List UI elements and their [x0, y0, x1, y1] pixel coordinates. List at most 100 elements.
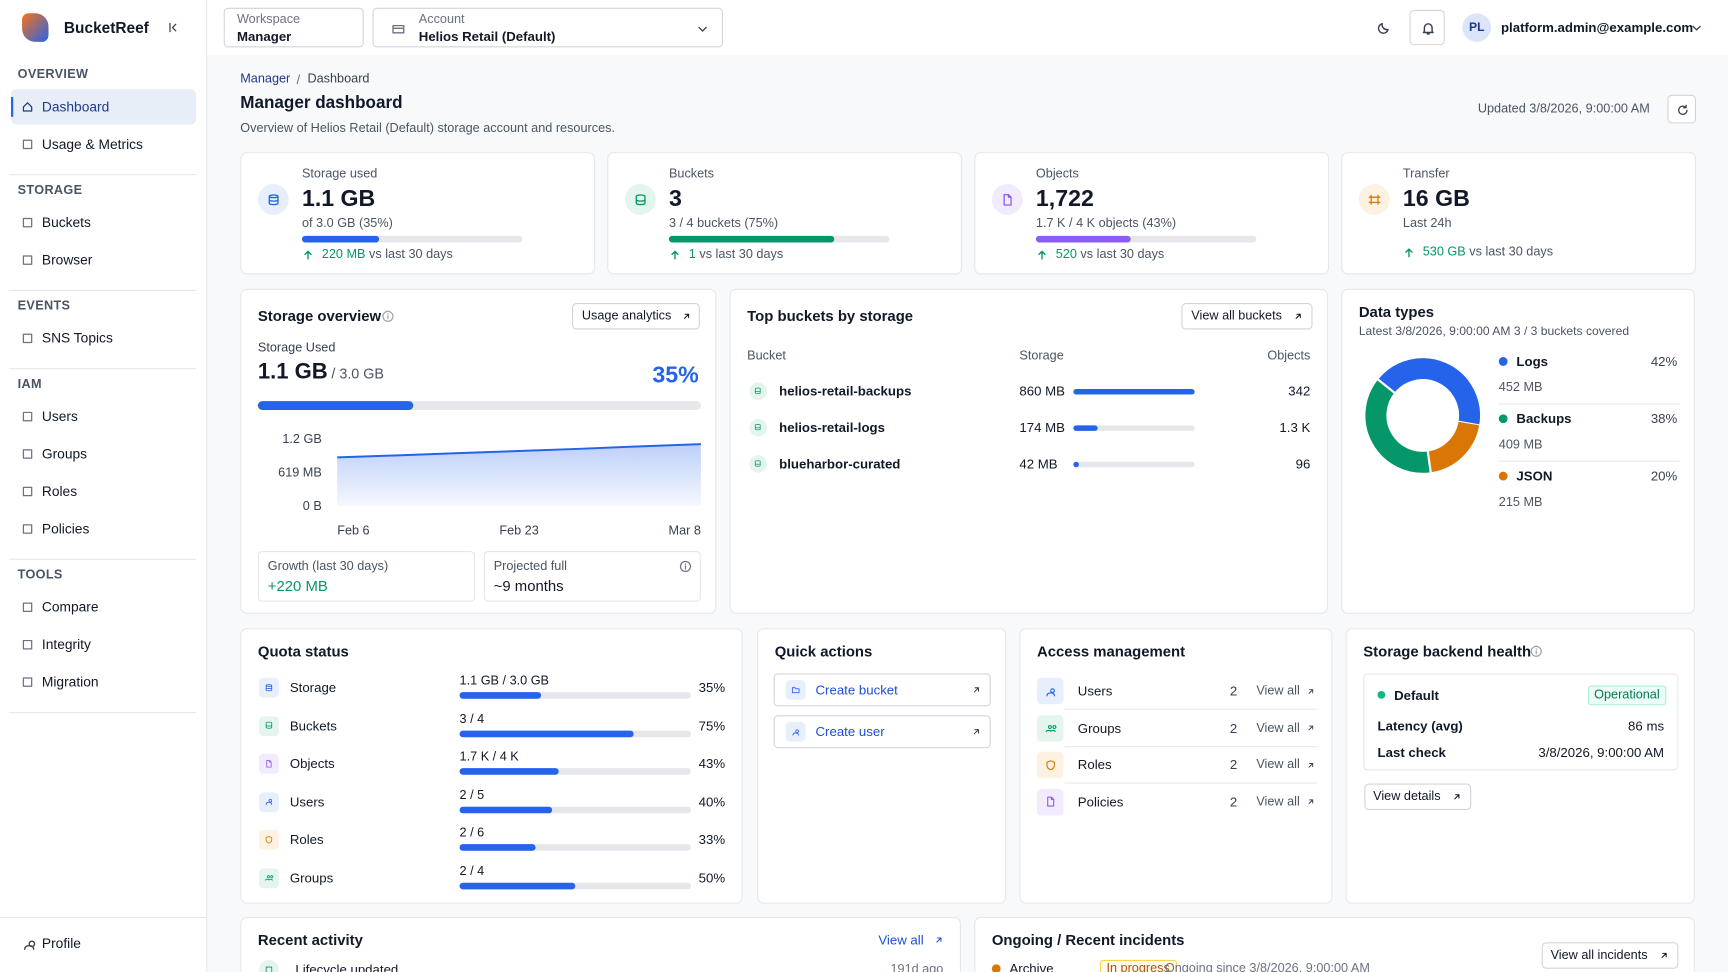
view-details-button[interactable]: View details — [1364, 783, 1472, 810]
bucket-objects: 342 — [1288, 383, 1311, 399]
nav-item[interactable]: Roles — [41, 483, 78, 500]
icon-path — [22, 524, 33, 534]
icon-path — [1377, 22, 1389, 34]
segment-gap — [1426, 450, 1432, 474]
quota-usage: 1.7 K / 4 K — [459, 750, 519, 764]
nav-item[interactable]: SNS Topics — [41, 330, 113, 347]
quota-name: Objects — [289, 755, 335, 772]
quick-action-button[interactable]: Create bucket — [773, 673, 991, 707]
icon-path — [22, 486, 33, 497]
bucket-name[interactable]: helios-retail-backups — [779, 383, 912, 399]
usage-analytics-button[interactable]: Usage analytics — [571, 303, 700, 330]
projected-label: Projected full — [493, 559, 567, 574]
stat-card: Buckets 3 3 / 4 buckets (75%) 1 vs last 30 … — [607, 152, 963, 275]
access-link[interactable]: View all — [1256, 684, 1300, 698]
access-link[interactable]: View all — [1256, 721, 1300, 735]
progress-fill — [459, 730, 634, 737]
incident-dot — [991, 964, 1001, 972]
nav-item[interactable]: Usage & Metrics — [41, 136, 143, 153]
icon-path — [697, 26, 707, 32]
progress-fill — [459, 692, 541, 699]
nav-item[interactable]: Users — [41, 408, 78, 425]
view-all-buckets-button[interactable]: View all buckets — [1181, 303, 1313, 330]
icon-path — [973, 729, 979, 735]
icon — [1377, 22, 1389, 34]
growth-box: Growth (last 30 days) +220 MB — [257, 551, 475, 602]
icon-path — [683, 313, 690, 319]
top-buckets-card: Top buckets by storage View all buckets Bu… — [729, 288, 1328, 614]
view-all-incidents-button[interactable]: View all incidents — [1541, 942, 1679, 969]
icon-path — [755, 388, 762, 395]
storage-pct: 35% — [652, 362, 699, 388]
nav-item[interactable]: Policies — [41, 521, 90, 537]
user-email[interactable]: platform.admin@example.com — [1500, 19, 1694, 36]
metric-value: 86 ms — [1628, 718, 1665, 734]
stat-label: Transfer — [1402, 167, 1450, 181]
storage-used-value: 1.1 GB — [257, 359, 328, 385]
icon — [265, 966, 273, 972]
topbar: Workspace Manager Account Helios Retail (De… — [207, 0, 1728, 56]
nav-item[interactable]: Browser — [41, 252, 93, 268]
nav-item[interactable]: Integrity — [41, 636, 91, 653]
growth-value: +220 MB — [267, 578, 328, 595]
icon-path — [22, 602, 33, 612]
card-title: Data types — [1358, 303, 1435, 321]
workspace-select[interactable]: Workspace Manager — [223, 7, 364, 48]
icon — [1308, 799, 1313, 805]
notifications-button[interactable] — [1409, 9, 1445, 46]
view-all-link[interactable]: View all — [878, 932, 924, 948]
breadcrumb-link[interactable]: Manager — [240, 72, 291, 86]
icon-path — [670, 250, 679, 260]
access-link[interactable]: View all — [1256, 758, 1300, 772]
icon — [670, 250, 679, 260]
bucket-name[interactable]: helios-retail-logs — [779, 419, 885, 436]
profile-link[interactable]: Profile — [41, 935, 81, 952]
icon — [22, 677, 33, 687]
bucket-name[interactable]: blueharbor-curated — [779, 456, 901, 472]
stat-delta: 1 vs last 30 days — [689, 248, 783, 261]
projected-box: Projected full ~9 months — [483, 551, 701, 602]
icon-path — [22, 449, 33, 459]
nav-item[interactable]: Buckets — [41, 214, 91, 231]
nav-item[interactable]: Groups — [41, 446, 88, 462]
progress-fill — [257, 401, 413, 410]
refresh-button[interactable] — [1667, 94, 1697, 124]
quota-usage: 2 / 4 — [459, 864, 485, 878]
icon — [679, 560, 692, 572]
progress-track — [1073, 424, 1195, 431]
icon-path — [936, 937, 942, 943]
quota-usage: 3 / 4 — [459, 712, 485, 726]
y-tick-label: 619 MB — [278, 466, 322, 480]
nav-item[interactable]: Dashboard — [41, 99, 110, 115]
access-link[interactable]: View all — [1256, 795, 1300, 809]
nav-item[interactable]: Migration — [41, 674, 99, 690]
quick-action-button[interactable]: Create user — [773, 715, 991, 749]
quota-name: Storage — [289, 679, 337, 696]
incident-status: In progress — [1099, 959, 1177, 972]
account-label: Account — [418, 13, 465, 27]
data-types-meta: Latest 3/8/2026, 9:00:00 AM 3 / 3 bucket… — [1359, 325, 1629, 338]
icon — [22, 449, 33, 459]
legend-separator — [1498, 403, 1680, 405]
icon-badge — [624, 184, 656, 215]
access-name: Users — [1077, 683, 1113, 699]
icon-path — [1003, 193, 1012, 206]
icon — [1003, 193, 1012, 206]
legend-size: 409 MB — [1498, 438, 1543, 452]
backend-card: Storage backend health Default Operational… — [1345, 628, 1695, 904]
account-select[interactable]: Account Helios Retail (Default) — [372, 7, 723, 48]
progress-fill — [1073, 424, 1098, 431]
icon — [755, 424, 762, 431]
stat-label: Buckets — [668, 167, 715, 181]
icon-path — [265, 966, 273, 972]
icon — [792, 729, 799, 736]
nav-item[interactable]: Compare — [41, 599, 99, 615]
icon-path — [22, 411, 33, 422]
icon-path — [265, 875, 274, 881]
icon-path — [791, 687, 800, 694]
icon — [791, 687, 800, 694]
nav-active-bar — [11, 96, 14, 117]
quota-pct: 35% — [698, 679, 726, 696]
icon — [169, 22, 177, 33]
